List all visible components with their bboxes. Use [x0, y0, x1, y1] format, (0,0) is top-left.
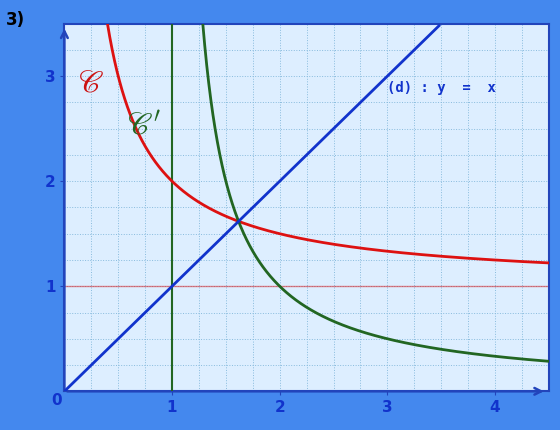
Text: (d) : y  =  x: (d) : y = x	[388, 81, 496, 95]
Text: 0: 0	[52, 393, 62, 408]
Text: 3): 3)	[6, 11, 25, 29]
Text: $\mathscr{C}$: $\mathscr{C}$	[78, 68, 104, 99]
Text: $\mathscr{C}'$: $\mathscr{C}'$	[127, 110, 161, 141]
